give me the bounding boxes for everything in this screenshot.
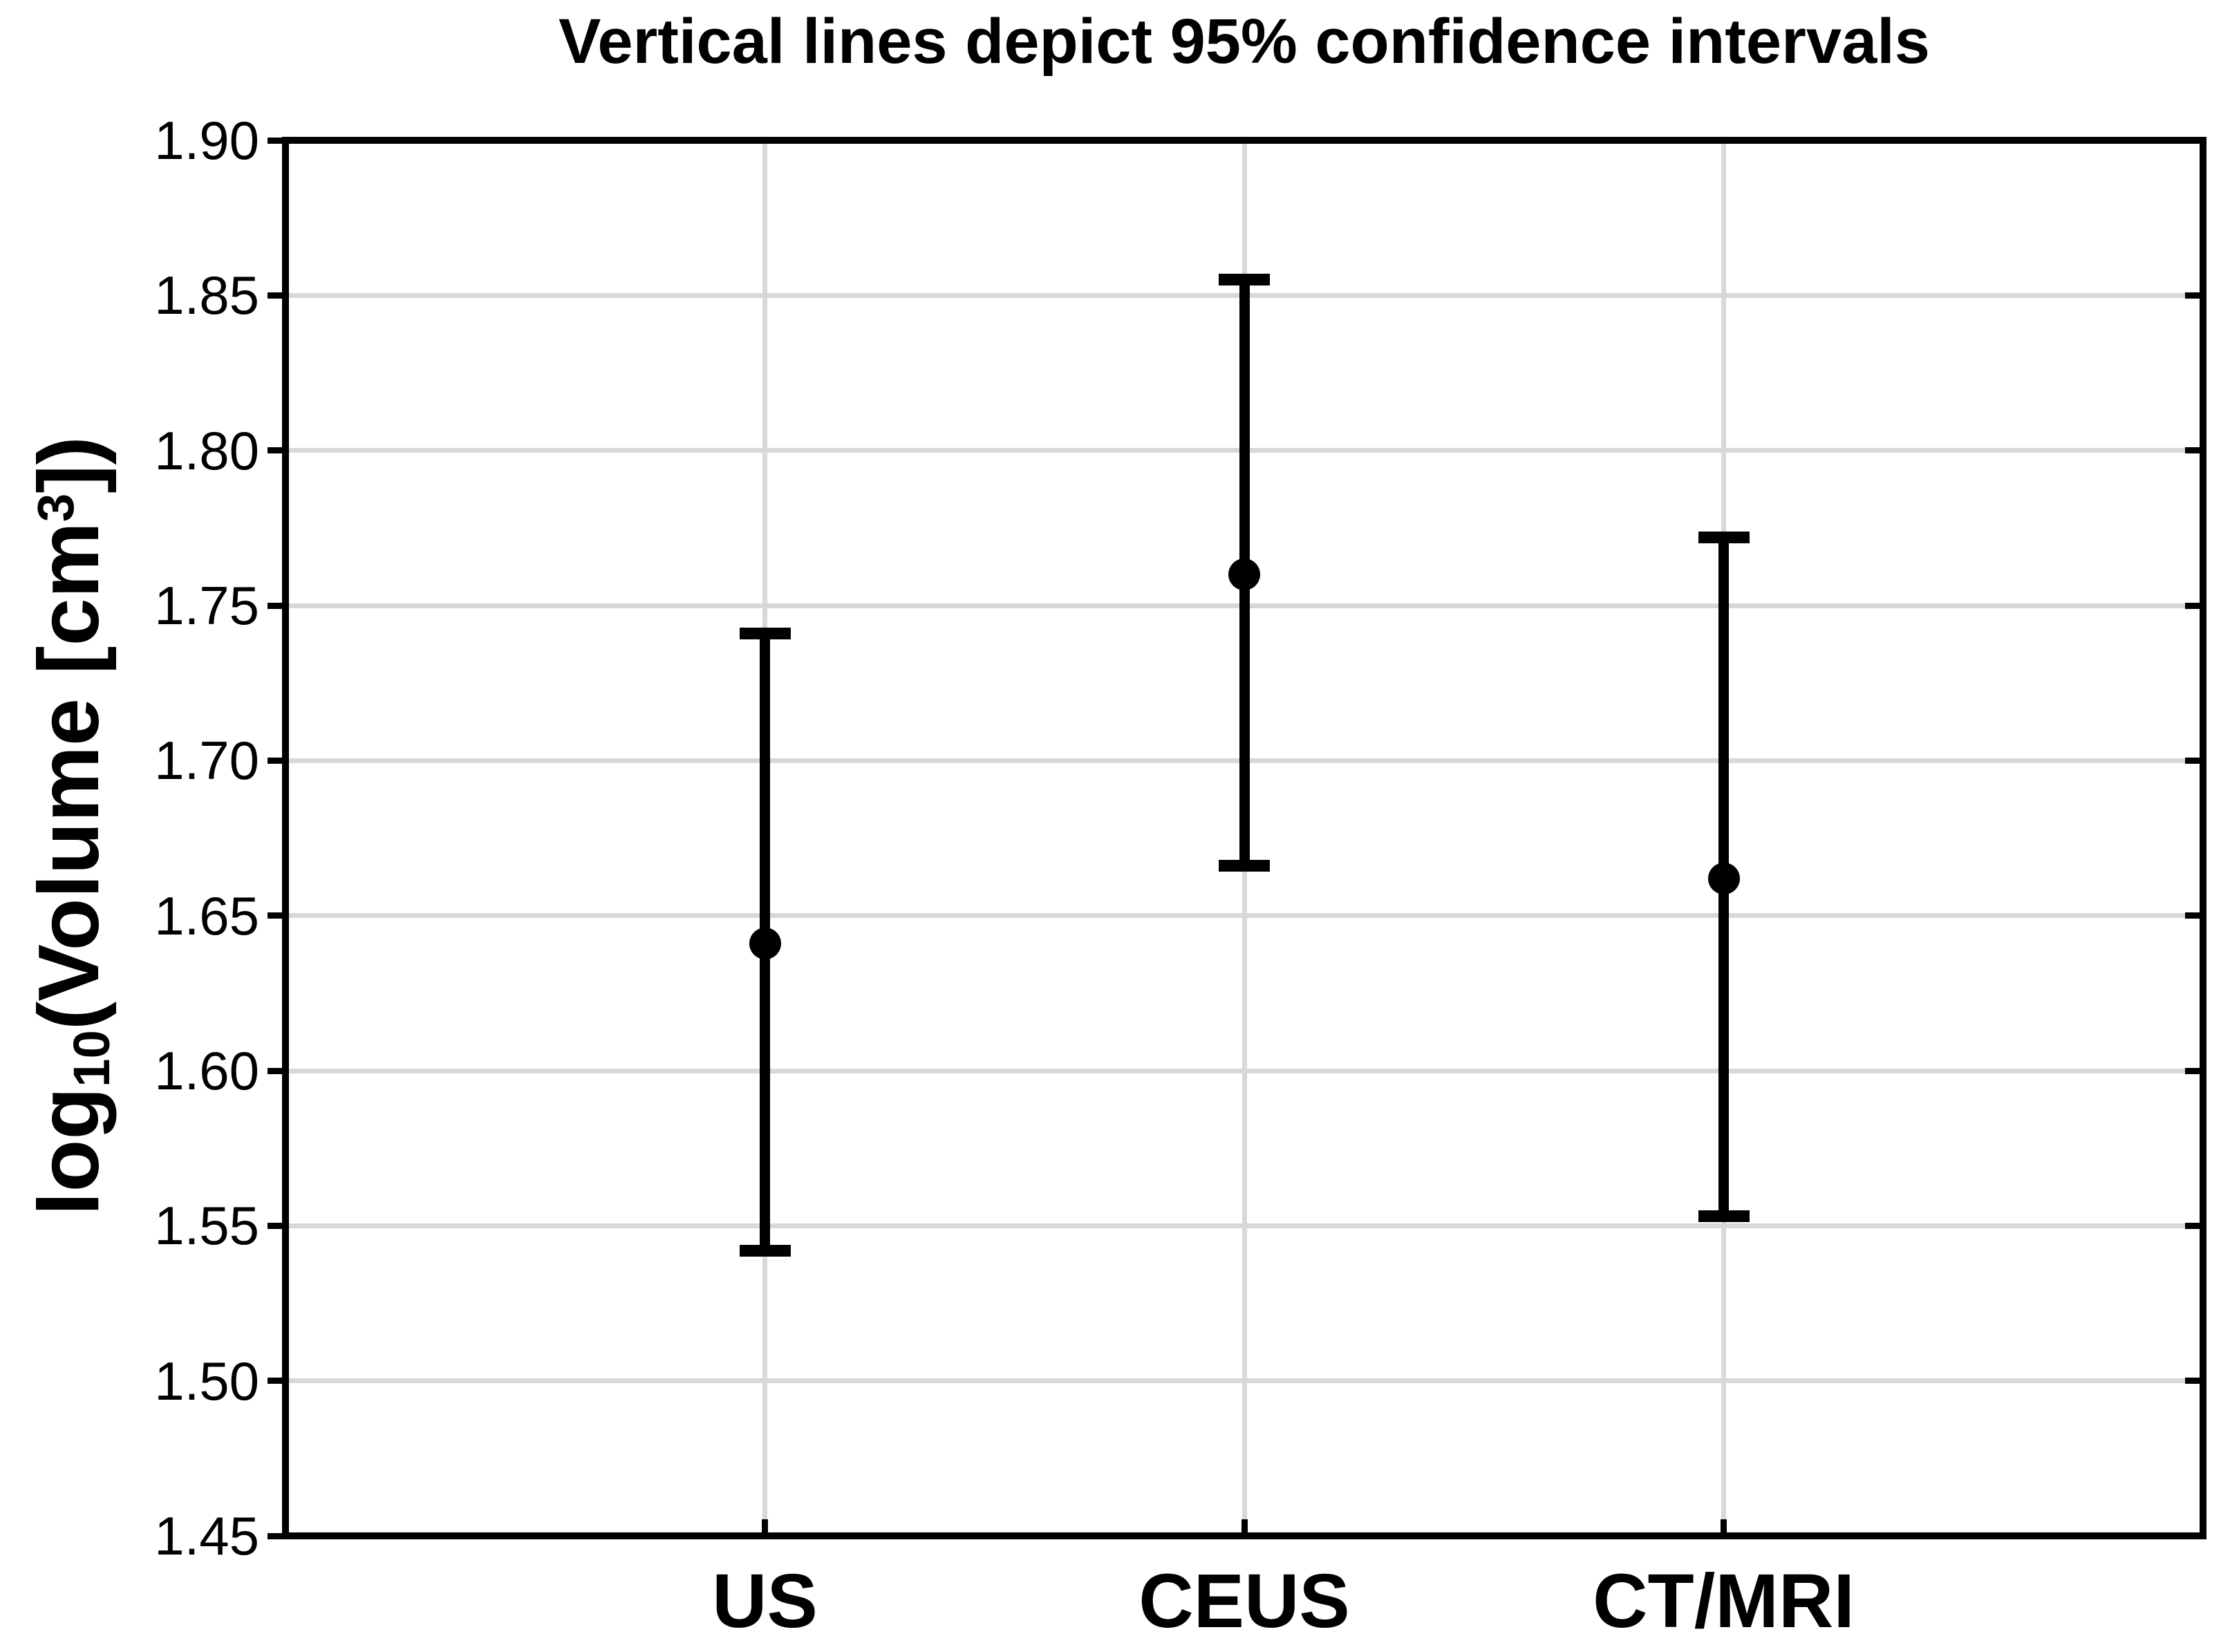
y-tick-label: 1.60 [154,1040,259,1101]
y-tick-label: 1.70 [154,730,259,791]
y-axis-title-superscript: 3 [27,493,85,523]
y-tick-mark-right [2185,1532,2203,1539]
ci-lower-cap-ceus [1219,860,1270,872]
mean-marker-us [749,928,781,960]
y-tick-mark [268,757,287,764]
x-tick-mark [1241,1519,1248,1536]
y-tick-mark-right [2185,757,2203,764]
mean-marker-ceus [1228,559,1260,591]
y-tick-mark [268,137,287,144]
x-category-label-ct-mri: CT/MRI [1593,1559,1855,1644]
ci-upper-cap-us [739,627,791,639]
mean-marker-ct-mri [1707,862,1740,894]
y-tick-mark [268,912,287,919]
y-tick-mark-right [2185,137,2203,144]
chart-title: Vertical lines depict 95% confidence int… [559,6,1930,77]
plot-area [285,137,2203,1539]
ci-lower-cap-ct-mri [1698,1210,1750,1223]
y-tick-mark [268,602,287,609]
y-tick-mark [268,1067,287,1074]
y-tick-mark-right [2185,602,2203,609]
y-tick-mark-right [2185,912,2203,919]
y-tick-label: 1.45 [154,1505,259,1566]
x-category-label-us: US [712,1559,818,1644]
y-tick-label: 1.80 [154,420,259,481]
y-tick-label: 1.50 [154,1350,259,1411]
x-tick-mark [762,1519,768,1536]
y-tick-label: 1.55 [154,1195,259,1257]
ci-upper-cap-ceus [1219,274,1270,286]
y-tick-mark [268,1532,287,1539]
y-tick-mark-right [2185,1222,2203,1229]
y-tick-label: 1.75 [154,575,259,636]
y-tick-label: 1.90 [154,110,259,171]
y-tick-label: 1.85 [154,265,259,326]
y-tick-mark [268,1222,287,1229]
x-tick-mark [1721,1519,1727,1536]
y-tick-mark-right [2185,1067,2203,1074]
y-tick-mark [268,292,287,299]
y-tick-mark [268,1378,287,1385]
y-tick-mark-right [2185,1378,2203,1385]
y-tick-mark [268,447,287,454]
y-tick-label: 1.65 [154,885,259,946]
y-tick-mark-right [2185,292,2203,299]
x-category-label-ceus: CEUS [1139,1559,1350,1644]
y-tick-mark-right [2185,447,2203,454]
ci-upper-cap-ct-mri [1698,531,1750,543]
ci-lower-cap-us [739,1244,791,1257]
